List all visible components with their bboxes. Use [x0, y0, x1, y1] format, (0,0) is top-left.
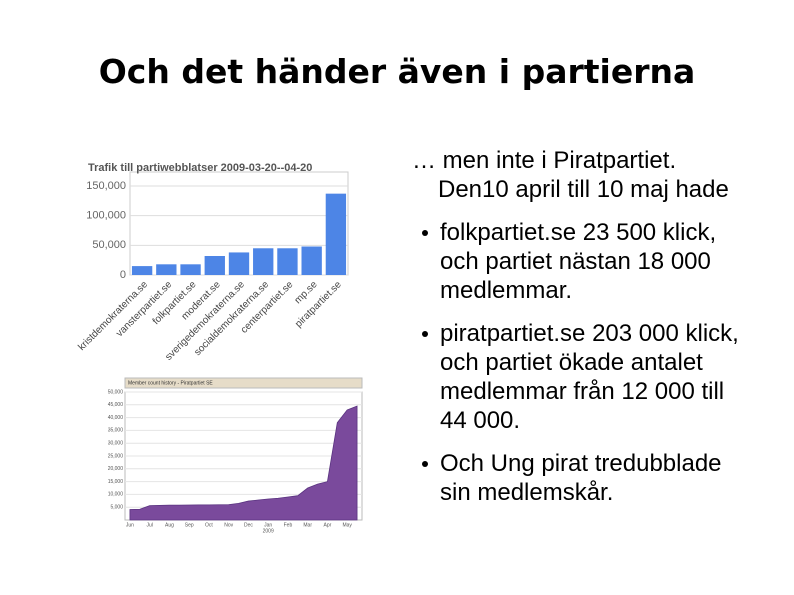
slide-title: Och det händer även i partierna	[98, 52, 696, 91]
y-tick-label: 40,000	[108, 415, 124, 421]
x-tick-label: May	[342, 522, 352, 528]
x-tick-label: Apr	[324, 522, 332, 528]
bar	[325, 193, 347, 275]
x-tick-label: Dec	[244, 522, 253, 528]
bar	[301, 246, 322, 275]
year-label: 2009	[263, 528, 274, 534]
y-tick-label: 0	[120, 269, 126, 281]
x-tick-label: Nov	[224, 522, 233, 528]
y-tick-label: 150,000	[86, 180, 126, 192]
y-tick-label: 25,000	[108, 453, 124, 459]
x-tick-label: Feb	[284, 522, 293, 528]
bullet: folkpartiet.se 23 500 klick, och partiet…	[412, 218, 747, 305]
intro: … men inte i Piratpartiet. Den10 april t…	[412, 147, 729, 203]
bar	[277, 248, 298, 275]
y-tick-label: 100,000	[86, 210, 126, 222]
y-tick-label: 45,000	[108, 402, 124, 408]
y-tick-label: 50,000	[108, 389, 124, 395]
x-tick-label: Sep	[185, 522, 194, 528]
bar	[131, 266, 153, 275]
y-tick-label: 5,000	[110, 505, 123, 511]
chart-title: Trafik till partiwebblatser 2009-03-20--…	[88, 162, 312, 174]
x-tick-label: Jan	[264, 522, 272, 528]
bullet: Och Ung pirat tredubblade sin medlemskår…	[412, 449, 747, 507]
header-bar	[124, 377, 363, 389]
x-tick-label: Oct	[205, 522, 213, 528]
x-tick-label: Aug	[165, 522, 174, 528]
area	[129, 405, 358, 521]
y-tick-label: 35,000	[108, 428, 124, 434]
bar	[253, 248, 274, 275]
text-block: … men inte i Piratpartiet. Den10 april t…	[412, 146, 747, 521]
y-tick-label: 50,000	[92, 239, 126, 251]
bullet: piratpartiet.se 203 000 klick, och parti…	[412, 319, 747, 435]
x-tick-label: Mar	[303, 522, 312, 528]
bar	[156, 264, 177, 275]
bar	[228, 252, 250, 275]
y-tick-label: 10,000	[108, 492, 124, 498]
y-tick-label: 15,000	[108, 479, 124, 485]
x-tick-label: Jun	[126, 522, 134, 528]
y-tick-label: 30,000	[108, 441, 124, 447]
x-tick-label: Jul	[146, 522, 152, 528]
y-tick-label: 20,000	[108, 466, 124, 472]
bar	[204, 256, 225, 275]
bar	[180, 264, 201, 275]
chart-title: Member count history - Piratpartiet SE	[128, 380, 213, 386]
